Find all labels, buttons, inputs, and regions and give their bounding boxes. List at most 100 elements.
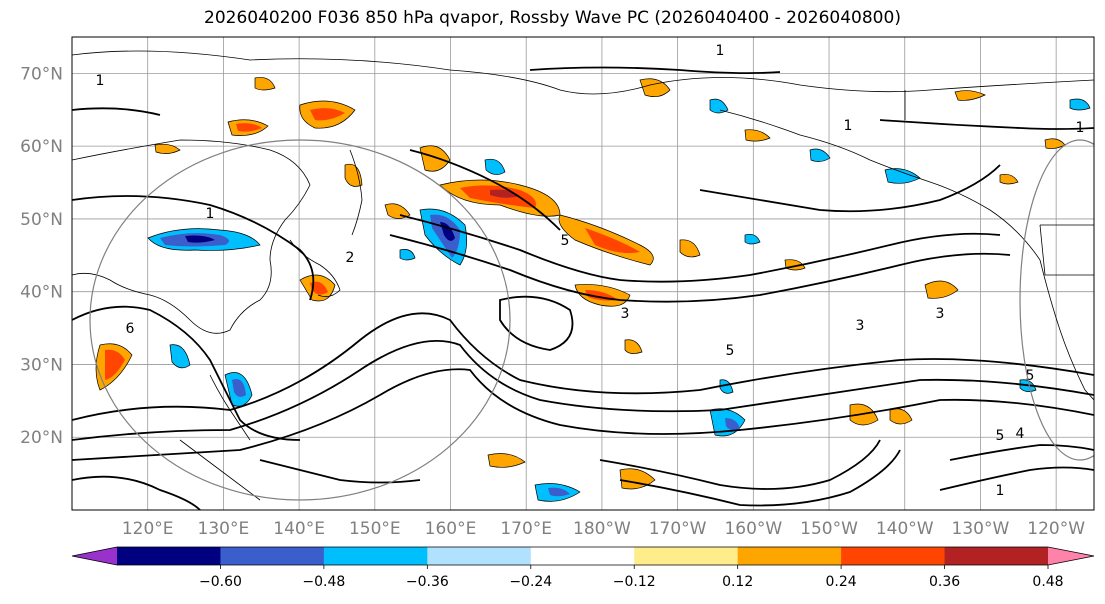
contour-label: 6 [126,321,135,337]
lat-tick-label: 60°N [20,137,63,157]
anomaly-negative [1069,98,1091,111]
colorbar-segment [841,547,946,565]
lon-tick-label: 120°E [122,519,174,539]
lon-tick-label: 140°W [876,519,934,539]
anomaly-negative [548,487,570,497]
colorbar-segment [323,547,428,565]
contour-label: 5 [561,233,570,249]
anomaly-positive [889,408,913,425]
map-frame [71,36,1095,511]
colorbar-segment [220,547,325,565]
contour-label: 1 [996,483,1005,499]
colorbar-tick-label: 0.12 [722,574,753,590]
colorbar-tick-label: −0.48 [302,574,345,590]
contour-line [72,107,161,116]
contour-line [879,119,1094,130]
lat-tick-label: 30°N [20,355,63,375]
anomaly-negative [884,168,921,184]
coastlines [72,50,1094,501]
colorbar-tick-label: 0.24 [826,574,857,590]
coastline [719,109,1041,261]
map-background [72,37,1094,510]
lon-tick-label: 180°W [573,519,631,539]
contour-line [529,66,781,75]
anomaly-positive [624,339,643,354]
coastline [72,139,311,334]
contour-line [389,234,1011,303]
anomaly-positive [999,173,1019,185]
anomaly-positive [310,108,345,121]
lon-axis: 120°E 130°E 140°E 150°E 160°E 170°E 180°W 170°W… [122,519,1085,539]
lon-tick-label: 120°W [1027,519,1085,539]
colorbar-segment [634,547,739,565]
colorbar-segment [944,547,1049,565]
coastline [72,50,1094,95]
coastline [179,439,261,501]
anomaly-positive [744,129,771,142]
lat-tick-label: 20°N [20,428,63,448]
contour-line [72,195,315,301]
anomaly-negative [709,98,729,114]
anomaly-positive [639,78,671,97]
wave-ellipse [89,139,511,501]
plot-title: 2026040200 F036 850 hPa qvapor, Rossby W… [204,8,901,28]
contour-label: 5 [1026,368,1035,384]
lat-tick-label: 70°N [20,64,63,84]
anomaly-negative [719,379,734,394]
rossby-wave-contours [72,66,1094,510]
lon-tick-label: 160°E [425,519,477,539]
anomaly-negative [484,158,506,175]
contour-line [399,214,1001,283]
colorbar-extend-min [72,547,117,565]
contour-line [72,312,1094,421]
lon-tick-label: 130°E [198,519,250,539]
lon-tick-label: 140°E [273,519,325,539]
contour-label: 5 [996,428,1005,444]
anomaly-positive [236,123,262,132]
contour-label: 5 [726,343,735,359]
anomaly-negative [232,379,246,397]
colorbar-tick-label: −0.60 [199,574,242,590]
colorbar-segment [737,547,842,565]
contour-line [949,444,1094,461]
anomaly-positive [585,228,640,254]
contour-line [72,305,301,441]
lon-tick-label: 150°W [800,519,858,539]
anomaly-positive [154,143,181,154]
wave-ellipse [1019,139,1094,461]
anomaly-positive [384,203,411,219]
contour-line [699,164,1001,213]
anomaly-positive [254,77,276,91]
contour-label: 1 [844,118,853,134]
contour-label: 3 [621,306,630,322]
anomaly-positive [419,145,451,172]
anomaly-negative [185,235,215,243]
anomaly-positive [487,453,526,468]
colorbar-outline [71,546,1095,566]
lon-tick-label: 160°W [724,519,782,539]
coastline [349,149,363,236]
anomaly-negative [809,148,831,162]
anomaly-positive [490,189,520,198]
contour-label: 3 [936,306,945,322]
anomaly-negative [744,233,761,245]
lat-tick-label: 50°N [20,210,63,230]
contour-label: 1 [96,73,105,89]
colorbar-extend-max [1048,547,1094,565]
anomaly-positive [954,90,986,101]
contour-label: 1 [206,206,215,222]
contour-label: 1 [1076,120,1085,136]
anomaly-positive [924,280,959,299]
anomaly-positive [679,239,701,258]
anomaly-positive [344,163,363,187]
anomaly-negative [399,249,416,261]
rossby-wave-ellipses [89,139,1094,501]
colorbar-tick-label: −0.12 [613,574,656,590]
colorbar-segment [117,547,221,565]
colorbar-segment [530,547,635,565]
contour-label: 1 [716,43,725,59]
contour-label: 2 [346,250,355,266]
